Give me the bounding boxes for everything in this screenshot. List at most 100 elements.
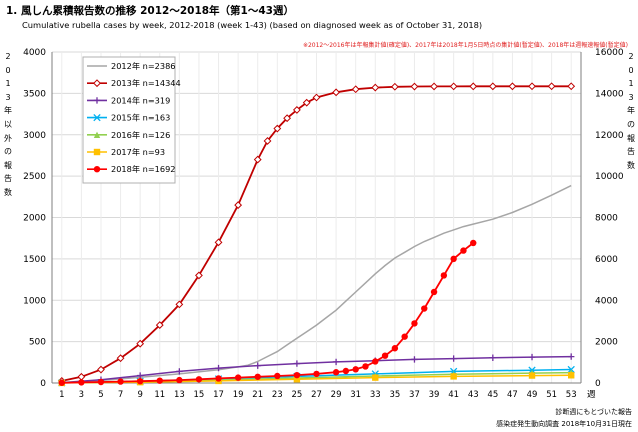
data-point <box>117 378 124 385</box>
legend-swatch-marker <box>93 79 101 88</box>
data-point <box>381 352 389 359</box>
grid <box>52 51 581 384</box>
data-point <box>254 362 261 369</box>
page-title: 1. 風しん累積報告数の推移 2012〜2018年（第1〜43週） <box>6 5 294 17</box>
data-point <box>488 82 497 91</box>
data-point <box>234 201 243 209</box>
data-point <box>460 247 467 254</box>
data-point <box>136 377 144 385</box>
x-tick-label: 27 <box>311 390 322 400</box>
legend-entry-label: 2012年 n=2386 <box>111 61 176 71</box>
data-point <box>450 255 457 263</box>
data-note: ※2012〜2016年は年報集計値(確定値)、2017年は2018年1月5日時点… <box>302 42 628 49</box>
x-tick-label: 53 <box>566 390 577 400</box>
legend-swatch-marker <box>93 113 101 122</box>
left-axis-title-char: 数 <box>4 187 12 197</box>
x-tick-label: 7 <box>118 390 123 400</box>
data-point <box>215 375 222 382</box>
y-tick-label-right: 16000 <box>595 48 624 58</box>
legend-swatch-marker <box>93 131 101 138</box>
data-point <box>175 300 184 309</box>
legend-entry-label: 2014年 n=319 <box>111 95 170 105</box>
data-point <box>253 155 262 164</box>
legend-entry-label: 2013年 n=14344 <box>111 78 181 88</box>
data-point <box>176 376 183 384</box>
x-tick-label: 51 <box>546 390 557 400</box>
data-point <box>411 356 418 363</box>
data-point <box>547 82 556 91</box>
series-line <box>61 374 572 384</box>
series-group <box>57 82 576 387</box>
data-point <box>528 82 536 91</box>
data-point <box>156 377 163 384</box>
right-axis-title-char: 3 <box>628 92 634 102</box>
legend-swatch-marker <box>93 166 101 173</box>
data-point <box>440 272 448 279</box>
x-tick-label: 41 <box>448 390 459 400</box>
right-axis-title-char: 年 <box>627 106 635 116</box>
data-point <box>508 82 517 91</box>
left-axis-title-char: 外 <box>4 133 12 143</box>
x-tick-label: 3 <box>79 390 84 400</box>
data-point <box>293 360 301 367</box>
y-tick-label-right: 12000 <box>595 131 624 141</box>
data-point <box>391 345 399 352</box>
data-point <box>568 372 575 379</box>
series-line <box>61 242 474 384</box>
y-tick-label-right: 4000 <box>595 296 618 306</box>
data-point <box>390 82 399 91</box>
right-axis-title-char: 2 <box>628 52 634 61</box>
right-axis-title-char: 1 <box>628 79 634 89</box>
data-point <box>78 379 85 386</box>
left-axis-title-char: の <box>4 147 12 157</box>
x-tick-label: 45 <box>487 390 498 400</box>
x-axis-unit: 週 <box>587 390 596 400</box>
data-point <box>214 238 223 247</box>
legend-entry-label: 2016年 n=126 <box>111 130 170 140</box>
y-tick-label-left: 1000 <box>23 296 46 306</box>
series-line <box>61 355 572 384</box>
data-point <box>430 82 438 91</box>
data-point <box>195 376 203 383</box>
data-point <box>528 353 536 361</box>
y-tick-label-left: 2000 <box>23 214 46 224</box>
data-point <box>567 82 576 91</box>
data-point <box>254 373 261 380</box>
source-note-1: 診断週にもとづいた報告 <box>555 408 632 416</box>
series-2 <box>57 82 576 385</box>
y-tick-label-left: 3000 <box>23 131 46 141</box>
data-point <box>342 367 350 375</box>
data-point <box>136 372 144 379</box>
x-tick-label: 39 <box>429 390 440 400</box>
x-tick-label: 17 <box>213 390 224 400</box>
data-point <box>293 376 301 383</box>
left-axis-title-char: 以 <box>4 119 12 129</box>
series-7 <box>58 239 477 386</box>
data-point <box>274 372 281 380</box>
y-tick-label-right: 2000 <box>595 338 618 348</box>
data-point <box>568 353 575 360</box>
data-point <box>77 372 86 381</box>
data-point <box>58 379 65 386</box>
legend-swatch-marker <box>93 97 101 104</box>
data-point <box>430 288 438 296</box>
data-point <box>332 369 340 376</box>
data-point <box>302 98 311 107</box>
right-axis-title-char: 数 <box>627 160 635 170</box>
data-point <box>352 366 359 373</box>
legend: 2012年 n=2386 2013年 n=14344 2014年 n=319 2015… <box>82 56 181 184</box>
y-tick-label-left: 3500 <box>23 89 46 99</box>
left-axis-title-char: 告 <box>4 174 12 184</box>
data-point <box>449 82 458 91</box>
x-tick-label: 1 <box>59 390 64 400</box>
data-point <box>371 83 380 92</box>
data-point <box>372 374 379 381</box>
x-tick-label: 15 <box>194 390 205 400</box>
data-point <box>273 124 282 133</box>
data-point <box>411 320 418 327</box>
data-point <box>362 363 369 370</box>
x-tick-label: 5 <box>98 390 103 400</box>
data-point <box>470 239 477 247</box>
legend-box <box>82 56 176 184</box>
